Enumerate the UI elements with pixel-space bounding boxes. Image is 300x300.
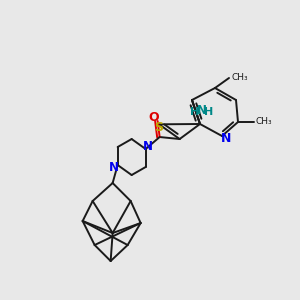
Text: H: H: [204, 107, 214, 117]
Text: N: N: [221, 131, 231, 145]
Text: N: N: [197, 104, 207, 118]
Text: S: S: [154, 121, 164, 134]
Text: N: N: [109, 160, 118, 173]
Text: CH₃: CH₃: [256, 118, 273, 127]
Text: H: H: [190, 107, 200, 117]
Text: N: N: [142, 140, 153, 152]
Text: CH₃: CH₃: [231, 73, 247, 82]
Text: O: O: [148, 110, 159, 124]
